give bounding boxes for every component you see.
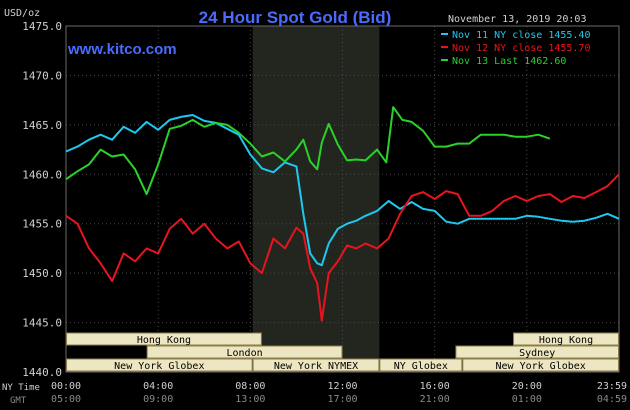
session-bar bbox=[252, 358, 380, 372]
timestamp-label: November 13, 2019 20:03 bbox=[448, 14, 586, 25]
session-bar bbox=[66, 332, 262, 346]
session-label: Hong Kong bbox=[137, 335, 191, 346]
y-tick-label: 1450.0 bbox=[22, 267, 62, 280]
session-bar bbox=[455, 345, 620, 359]
watermark-url: www.kitco.com bbox=[67, 41, 177, 58]
x-tick-label-gmt: 01:00 bbox=[512, 394, 542, 405]
x-tick-label-gmt: 17:00 bbox=[327, 394, 357, 405]
session-label: NY Globex bbox=[394, 361, 448, 372]
x-tick-label-ny: 08:00 bbox=[235, 381, 265, 392]
legend-entry: Nov 12 NY close 1455.70 bbox=[452, 43, 590, 54]
series-line-2 bbox=[65, 173, 620, 322]
market-session-bars: Hong Kong Hong Kong London Sydney New York G… bbox=[66, 332, 620, 372]
session-bar bbox=[146, 345, 343, 359]
session-bar bbox=[379, 358, 463, 372]
x-tick-label-ny: 23:59 bbox=[597, 381, 627, 392]
y-tick-label: 1440.0 bbox=[22, 366, 62, 379]
y-tick-label: 1455.0 bbox=[22, 218, 62, 231]
session-label: New York Globex bbox=[114, 361, 204, 372]
y-tick-label: 1445.0 bbox=[22, 317, 62, 330]
nymex-session-highlight bbox=[252, 26, 380, 372]
session-bar bbox=[513, 332, 620, 346]
x-tick-label-gmt: 05:00 bbox=[51, 394, 81, 405]
x-tick-label-gmt: 21:00 bbox=[420, 394, 450, 405]
x-label-ny: NY Time bbox=[2, 383, 40, 393]
x-label-gmt: GMT bbox=[10, 396, 27, 406]
session-label: New York Globex bbox=[496, 361, 586, 372]
session-label: Hong Kong bbox=[539, 335, 593, 346]
units-label: USD/oz bbox=[4, 8, 40, 19]
session-bar bbox=[462, 358, 620, 372]
y-tick-label: 1470.0 bbox=[22, 69, 62, 82]
x-tick-label-gmt: 09:00 bbox=[143, 394, 173, 405]
x-tick-label-ny: 16:00 bbox=[420, 381, 450, 392]
session-label: New York NYMEX bbox=[274, 361, 358, 372]
plot-border bbox=[65, 25, 620, 373]
session-bar bbox=[66, 358, 253, 372]
legend-entry: Nov 11 NY close 1455.40 bbox=[452, 30, 590, 41]
x-tick-label-ny: 00:00 bbox=[51, 381, 81, 392]
session-label: London bbox=[227, 348, 263, 359]
price-series-lines bbox=[65, 106, 620, 322]
x-tick-label-gmt: 13:00 bbox=[235, 394, 265, 405]
chart-title: 24 Hour Spot Gold (Bid) bbox=[199, 8, 392, 27]
x-tick-label-gmt: 04:59 bbox=[597, 394, 627, 405]
legend: Nov 11 NY close 1455.40 Nov 12 NY close 1… bbox=[441, 30, 590, 67]
y-tick-label: 1465.0 bbox=[22, 119, 62, 132]
session-label: Sydney bbox=[519, 348, 555, 359]
x-tick-label-ny: 04:00 bbox=[143, 381, 173, 392]
x-tick-label-ny: 20:00 bbox=[512, 381, 542, 392]
legend-entry: Nov 13 Last 1462.60 bbox=[452, 56, 566, 67]
axes: 1475.0 1470.0 1465.0 1460.0 1455.0 1450.0 1445… bbox=[22, 20, 627, 405]
series-line-3 bbox=[65, 106, 551, 196]
x-tick-label-ny: 12:00 bbox=[327, 381, 357, 392]
y-tick-label: 1475.0 bbox=[22, 20, 62, 33]
y-tick-label: 1460.0 bbox=[22, 168, 62, 181]
series-line-1 bbox=[65, 114, 620, 267]
